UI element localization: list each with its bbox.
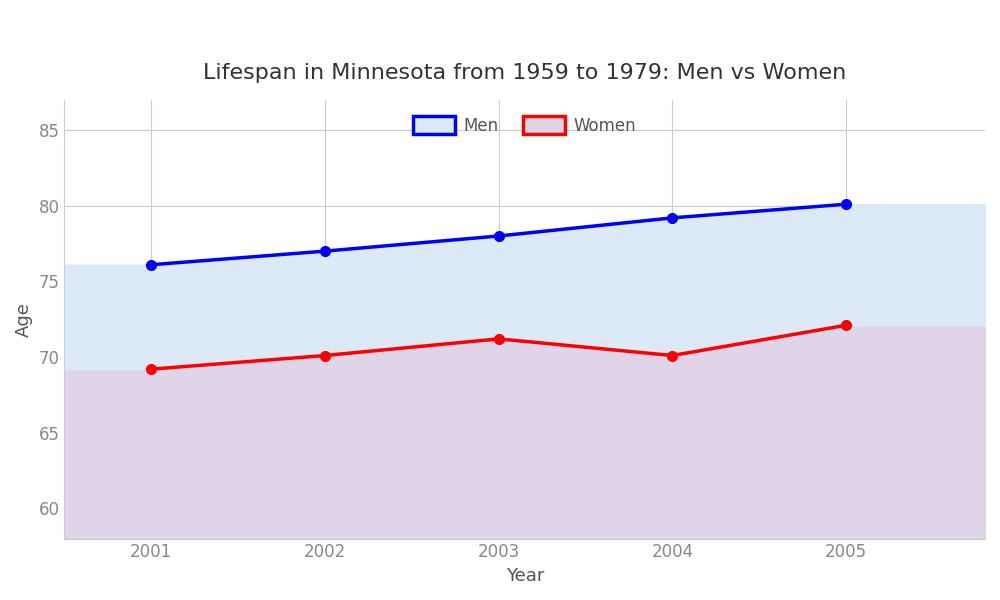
Title: Lifespan in Minnesota from 1959 to 1979: Men vs Women: Lifespan in Minnesota from 1959 to 1979:… xyxy=(203,63,846,83)
Legend: Men, Women: Men, Women xyxy=(405,108,644,143)
X-axis label: Year: Year xyxy=(506,567,544,585)
Y-axis label: Age: Age xyxy=(15,302,33,337)
